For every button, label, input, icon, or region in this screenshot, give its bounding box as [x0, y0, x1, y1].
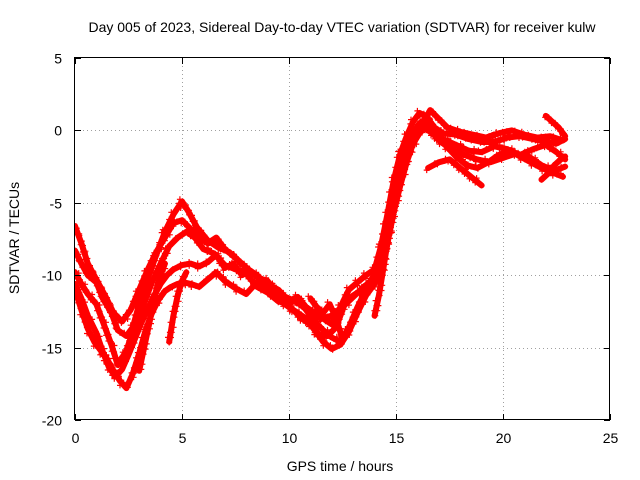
- series-fragment-c: [305, 293, 346, 342]
- y-tick-label: -15: [42, 341, 62, 357]
- series-plus-markers: [538, 153, 569, 183]
- series-fragment-g: [542, 112, 569, 140]
- y-tick-label: 5: [54, 51, 62, 67]
- series-fragment-d: [371, 214, 397, 319]
- chart-title: Day 005 of 2023, Sidereal Day-to-day VTE…: [88, 19, 596, 35]
- x-tick-label: 0: [72, 430, 80, 446]
- series-plus-markers: [542, 114, 569, 140]
- y-tick-label: -5: [50, 196, 63, 212]
- y-tick-label: 0: [54, 123, 62, 139]
- series-plus-markers: [135, 260, 169, 373]
- x-tick-label: 25: [603, 430, 619, 446]
- data-layer: [75, 107, 569, 392]
- series-plus-markers: [305, 293, 346, 342]
- y-tick-label: -20: [42, 413, 62, 429]
- y-axis-label: SDTVAR / TECUs: [6, 182, 22, 294]
- series-plus-markers: [423, 155, 485, 189]
- series-fragment-f: [538, 153, 569, 183]
- x-tick-label: 20: [496, 430, 512, 446]
- grid-layer: [75, 58, 610, 420]
- x-tick-label: 5: [179, 430, 187, 446]
- x-axis-label: GPS time / hours: [287, 458, 394, 474]
- series-plus-markers: [371, 214, 397, 319]
- series-plus-markers: [165, 269, 190, 346]
- x-tick-label: 15: [389, 430, 405, 446]
- tick-label-layer: 0 5 10 15 20 25 5 0 -5 -10 -15 -20: [42, 51, 619, 447]
- y-tick-label: -10: [42, 268, 62, 284]
- x-tick-label: 10: [282, 430, 298, 446]
- plot-frame: [74, 57, 610, 420]
- series-fragment-e: [423, 155, 485, 189]
- tick-layer: [75, 58, 611, 421]
- series-fragment-b: [165, 269, 190, 346]
- series-fragment-a: [135, 260, 169, 374]
